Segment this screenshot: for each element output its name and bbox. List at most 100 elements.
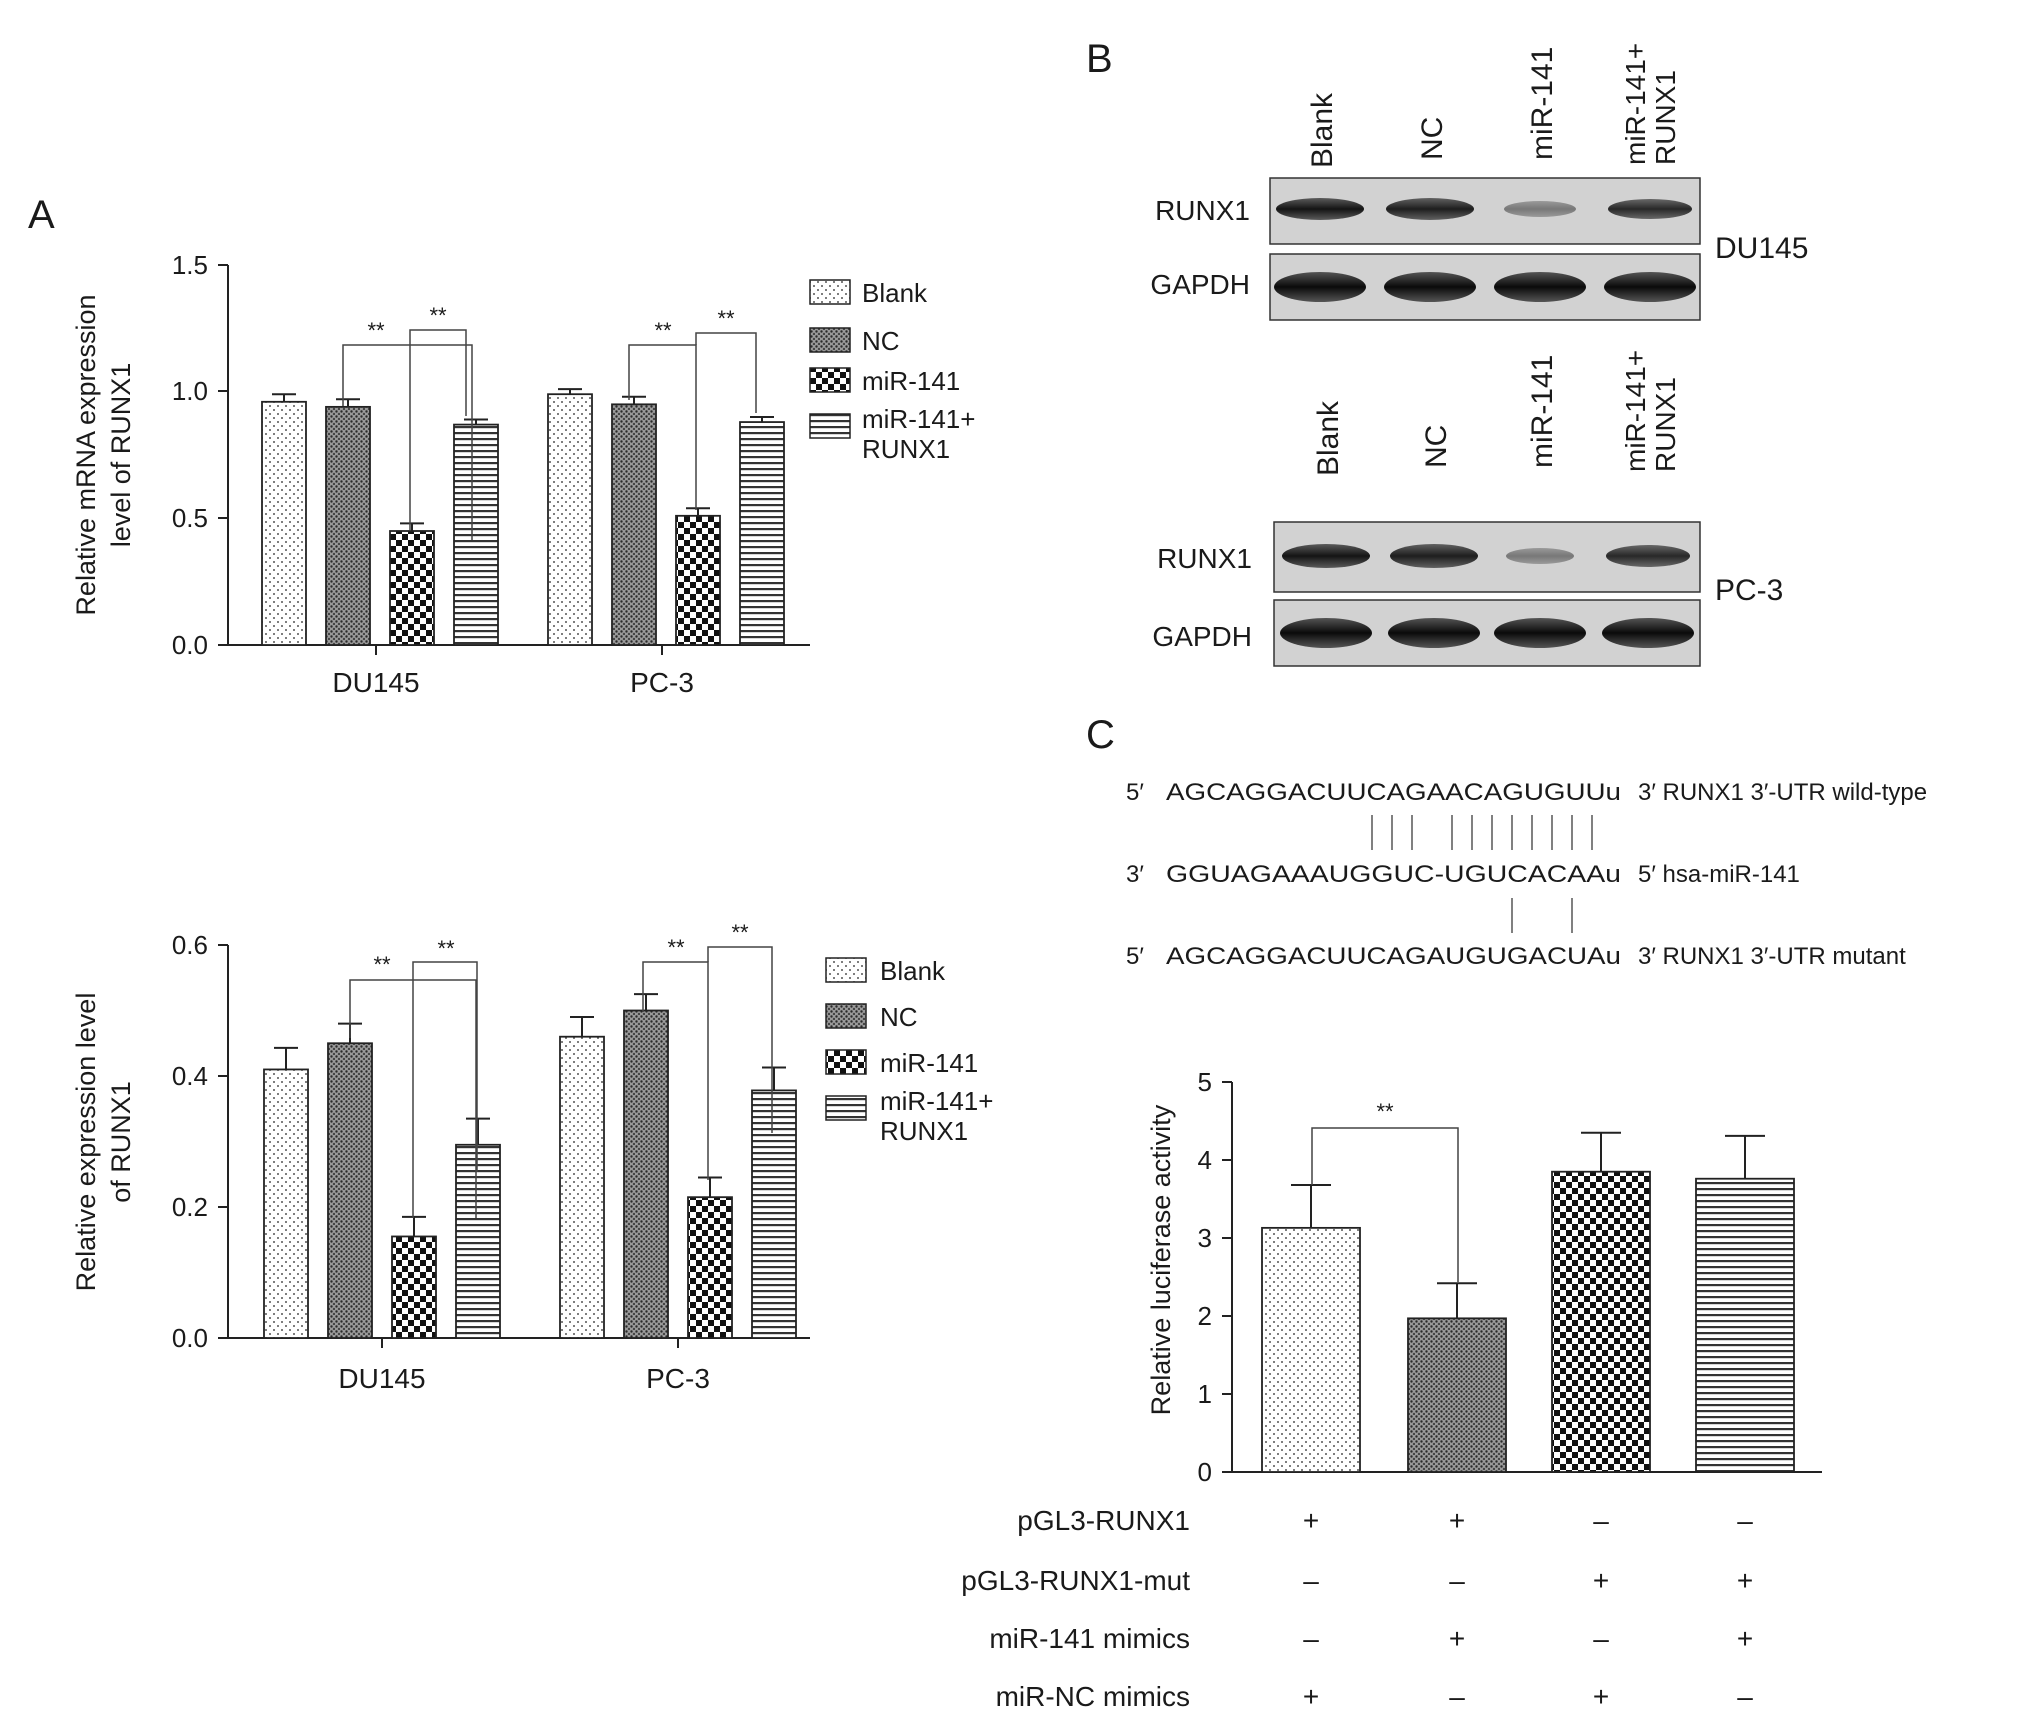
a2-legend: Blank NC miR-141 miR-141+ RUNX1 [825,956,993,1146]
condition-sign-1-3: – [1593,1505,1609,1536]
a2-sig-3: ** [667,935,685,960]
a2-errorbar-du145-mir141 [402,1215,426,1237]
a2-ylabel-line2: of RUNX1 [106,1081,136,1203]
a1-errorbar-pc3-nc [622,395,646,405]
condition-sign-2-1: – [1303,1565,1319,1596]
blot1-band-gapdh-1 [1274,272,1366,302]
a2-bar-du145-mir141-runx1 [455,1143,501,1339]
a2-xtick-pc3: PC-3 [646,1363,710,1394]
a1-sig-1: ** [367,318,385,343]
condition-sign-1-4: – [1737,1505,1753,1536]
panel-label-b: B [1086,37,1113,81]
condition-sign-4-1: + [1303,1681,1319,1712]
a2-legend-blank: Blank [880,956,946,986]
blot1-band-runx1-1 [1276,198,1364,220]
a1-bar-pc3-mir141 [675,514,721,646]
seq-wt-prefix: 5′ [1126,779,1144,806]
c-significance: ** [1311,1099,1459,1282]
a1-ytick-0: 0.0 [172,630,208,660]
blot2-band-runx1-4 [1606,545,1690,567]
c-errorbar-2 [1437,1282,1477,1319]
a1-errorbar-du145-blank [272,393,296,402]
a1-bar-du145-blank [261,400,307,646]
chart-c-bars [1261,1131,1795,1473]
seq-mut: AGCAGGACUUCAGAUGUGACUAu [1166,943,1621,970]
condition-sign-2-3: + [1593,1565,1609,1596]
a1-errorbar-du145-mir141-runx1 [464,418,488,425]
seq-pairing-lines-top [1371,815,1593,850]
a1-bar-pc3-mir141-runx1 [739,421,785,646]
a1-legend-combo-l2: RUNX1 [862,434,950,464]
a2-bar-du145-blank [263,1068,309,1339]
a1-errorbar-du145-mir141 [400,522,424,531]
a2-bar-du145-nc [327,1042,373,1339]
a2-legend-swatch-combo [825,1095,867,1121]
a2-legend-combo-l1: miR-141+ [880,1086,993,1116]
blot2-lane-nc: NC [1420,425,1453,468]
a1-errorbar-du145-nc [336,398,360,407]
a1-sig-3: ** [654,318,672,343]
c-errorbar-3 [1581,1131,1621,1172]
a2-significance: ** ** ** ** [349,920,773,1218]
condition-label-4: miR-NC mimics [996,1681,1190,1712]
c-bar-4 [1695,1177,1795,1473]
blot2-lane-combo-l1: miR-141+ [1620,350,1651,472]
a1-xtick-du145: DU145 [332,667,419,698]
western-blot-du145: Blank NC miR-141 miR-141+ RUNX1 RUNX1 GA… [1150,43,1808,321]
seq-wt-suffix: 3′ RUNX1 3′-UTR wild-type [1638,779,1927,806]
condition-label-1: pGL3-RUNX1 [1017,1505,1190,1536]
condition-sign-3-4: + [1737,1623,1753,1654]
sequence-alignment: 5′ AGCAGGACUUCAGAACAGUGUUu 3′ RUNX1 3′-U… [1126,779,1927,970]
a2-legend-swatch-blank [825,957,867,983]
blot2-band-gapdh-3 [1494,618,1586,648]
seq-wt: AGCAGGACUUCAGAACAGUGUUu [1166,779,1621,806]
a1-errorbar-pc3-mir141 [686,507,710,516]
panel-label-a: A [28,193,55,237]
blot2-band-runx1-2 [1390,544,1478,568]
blot1-lane-combo-l2: RUNX1 [1650,70,1681,165]
blot1-band-gapdh-3 [1494,272,1586,302]
a2-errorbar-du145-blank [274,1046,298,1070]
blot2-band-gapdh-2 [1388,618,1480,648]
a2-sig-4: ** [731,920,749,945]
a1-ylabel-line1: Relative mRNA expression [71,294,101,615]
chart-a-bottom: 0.0 0.2 0.4 0.6 DU145 PC-3 Relative expr… [71,920,993,1394]
a1-bar-du145-mir141-runx1 [453,423,499,646]
a1-legend: Blank NC miR-141 miR-141+ RUNX1 [809,278,975,464]
blot1-lane-nc: NC [1416,117,1449,160]
seq-mut-prefix: 5′ [1126,943,1144,970]
chart-a-top: 0.0 0.5 1.0 1.5 DU145 PC-3 Relative mRNA… [71,250,975,698]
a2-errorbar-pc3-blank [570,1016,594,1037]
a1-ytick-1: 0.5 [172,503,208,533]
condition-sign-1-1: + [1303,1505,1319,1536]
condition-label-2: pGL3-RUNX1-mut [961,1565,1190,1596]
condition-table: pGL3-RUNX1 + + – – pGL3-RUNX1-mut – – + + miR-141 … [961,1505,1753,1712]
blot2-lane-mir141: miR-141 [1526,355,1559,468]
a2-ytick-1: 0.2 [172,1192,208,1222]
c-ylabel: Relative luciferase activity [1146,1104,1176,1415]
a1-legend-combo-l1: miR-141+ [862,404,975,434]
a1-legend-blank: Blank [862,278,928,308]
a1-legend-nc: NC [862,326,900,356]
blot2-band-runx1-3 [1506,548,1574,564]
c-ytick-5: 5 [1198,1067,1212,1097]
condition-sign-4-3: + [1593,1681,1609,1712]
a2-sig-1: ** [373,952,391,977]
a2-bar-pc3-mir141 [687,1196,733,1339]
blot1-lane-blank: Blank [1306,92,1339,168]
seq-mut-suffix: 3′ RUNX1 3′-UTR mutant [1638,943,1906,970]
blot1-band-runx1-4 [1608,199,1692,219]
a2-legend-combo-l2: RUNX1 [880,1116,968,1146]
condition-sign-3-1: – [1303,1623,1319,1654]
c-sig-1: ** [1376,1099,1394,1124]
c-ytick-4: 4 [1198,1145,1212,1175]
a2-xtick-du145: DU145 [338,1363,425,1394]
a1-significance: ** ** ** ** [342,303,757,540]
a1-errorbar-pc3-mir141-runx1 [750,416,774,423]
a2-errorbar-pc3-mir141 [698,1176,722,1198]
blot1-band-gapdh-4 [1604,272,1696,302]
a1-bar-pc3-nc [611,403,657,646]
a2-bar-pc3-mir141-runx1 [751,1089,797,1339]
a2-bar-du145-mir141 [391,1235,437,1339]
c-bar-2 [1407,1317,1507,1473]
